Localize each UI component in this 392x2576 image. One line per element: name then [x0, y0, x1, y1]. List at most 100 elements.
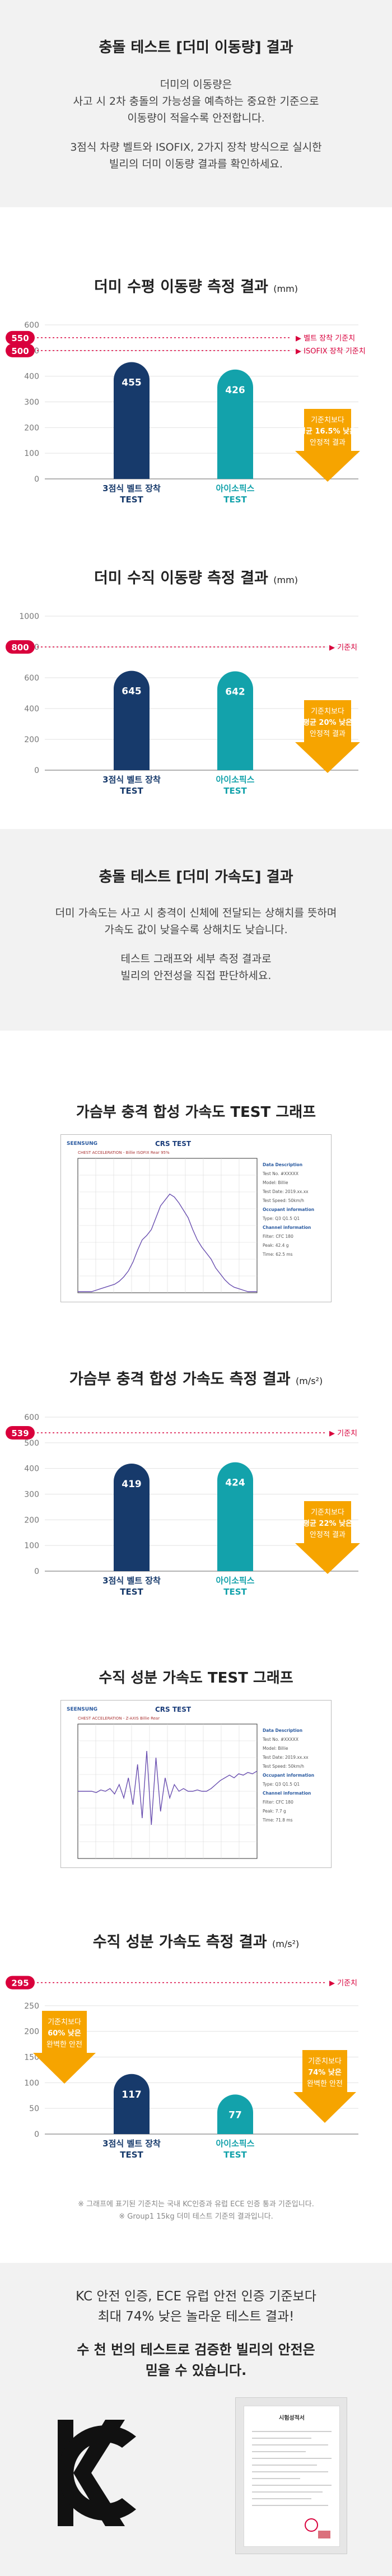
category-label: 아이소픽스	[216, 775, 254, 785]
graph-sidebar-text: Occupant information	[263, 1773, 314, 1778]
y-tick-label: 400	[24, 372, 39, 381]
graph-sidebar-text: Test Speed: 50km/h	[262, 1198, 304, 1203]
category-label: TEST	[223, 786, 247, 796]
y-tick-label: 200	[24, 735, 39, 744]
chart-title-text: 더미 수직 이동량 측정 결과	[94, 570, 268, 587]
callout-arrow	[33, 2011, 96, 2084]
test-graph-chest: SEENSUNG CRS TEST CHEST ACCELERATION - Bil…	[60, 1134, 332, 1302]
y-tick-label: 600	[24, 321, 39, 330]
intro-line: 더미의 이동량은	[160, 78, 232, 91]
reference-label: ▶ 기준치	[329, 1979, 357, 1988]
kc-logo-icon	[58, 2420, 136, 2526]
bar	[217, 1462, 253, 1571]
graph-sidebar-text: Channel information	[263, 1225, 311, 1230]
graph-sidebar-text: Test No. #XXXXX	[262, 1737, 298, 1742]
y-tick-label: 100	[24, 1541, 39, 1550]
y-tick-label: 0	[34, 766, 39, 775]
graph-sidebar-text: Type: Q3 Q1.5 Q1	[262, 1782, 300, 1787]
reference-value-pill	[6, 640, 35, 654]
chart-unit: (mm)	[273, 575, 298, 585]
graph-sidebar-text: Test Speed: 50km/h	[262, 1764, 304, 1769]
y-tick-label: 1000	[19, 612, 39, 621]
graph-sidebar-text: Test Date: 2019.xx.xx	[262, 1189, 309, 1194]
bar-value-label: 77	[228, 2109, 242, 2121]
bar	[217, 369, 253, 479]
category-label: TEST	[120, 1587, 143, 1597]
chart-unit: (m/s²)	[272, 1939, 300, 1949]
callout-text: 완벽한 안전	[307, 2080, 343, 2088]
y-tick-label: 400	[24, 1465, 39, 1474]
footnote: ※ Group1 15kg 더미 테스트 기준의 결과입니다.	[119, 2212, 273, 2221]
kc-text-line2: 최대 74% 낮은 놀라운 테스트 결과!	[97, 2309, 295, 2324]
bar	[217, 2094, 253, 2134]
bar-value-label: 419	[122, 1479, 142, 1490]
callout-text: 기준치보다	[48, 2018, 81, 2027]
y-tick-label: 600	[24, 1413, 39, 1422]
intro-text-displacement: 더미의 이동량은 사고 시 2차 충돌의 가능성을 예측하는 중요한 기준으로 …	[0, 76, 392, 173]
y-tick-label: 0	[34, 2130, 39, 2139]
callout-text: 기준치보다	[311, 1508, 344, 1517]
section-title-displacement: 충돌 테스트 [더미 이동량] 결과	[99, 39, 293, 56]
y-tick-label: 150	[24, 2053, 39, 2062]
y-tick-label: 0	[34, 1567, 39, 1576]
chart-title-text: 수직 성분 가속도 측정 결과	[92, 1934, 267, 1951]
y-tick-label: 300	[24, 398, 39, 407]
category-label: 3점식 벨트 장착	[102, 2139, 161, 2149]
category-label: TEST	[120, 2150, 143, 2160]
bar	[114, 670, 150, 770]
graph-sidebar-text: Peak: 7.7 g	[263, 1809, 286, 1814]
graph-sidebar-text: Data Description	[263, 1162, 302, 1167]
y-tick-label: 200	[24, 2028, 39, 2037]
category-label: 아이소픽스	[216, 483, 254, 493]
y-tick-label: 200	[24, 1516, 39, 1525]
y-tick-label: 500	[24, 1439, 39, 1448]
reference-value: 800	[11, 642, 29, 653]
intro-line: 사고 시 2차 충돌의 가능성을 예측하는 중요한 기준으로	[73, 95, 319, 108]
graph-sidebar-text: Model: Billie	[263, 1746, 288, 1751]
graph-sidebar-text: Data Description	[263, 1728, 302, 1733]
chart-title-vertical: 더미 수직 이동량 측정 결과 (mm)	[0, 566, 392, 588]
graph-subheading: CHEST ACCELERATION - Z-AXIS Billie Rear	[78, 1716, 160, 1721]
certificate-document: 시험성적서	[244, 2406, 340, 2547]
chart-title-text: 가슴부 충격 합성 가속도 측정 결과	[69, 1371, 291, 1388]
test-graph-vertical-plot: SEENSUNG CRS TEST CHEST ACCELERATION - Z-A…	[61, 1701, 331, 1867]
bar-value-label: 642	[225, 686, 245, 697]
test-graph-title-chest: 가슴부 충격 합성 가속도 TEST 그래프	[76, 1104, 316, 1121]
chart-title-horizontal: 더미 수평 이동량 측정 결과 (mm)	[0, 274, 392, 296]
graph-sidebar-text: Channel information	[263, 1791, 311, 1796]
graph-sidebar-text: Peak: 42.4 g	[263, 1243, 289, 1248]
y-tick-label: 400	[24, 705, 39, 714]
footnotes: ※ 그래프에 표기된 기준치는 국내 KC인증과 유럽 ECE 인증 통과 기준…	[0, 2198, 392, 2223]
bar-value-label: 645	[122, 686, 142, 697]
callout-text: 평균 22% 낮은	[303, 1519, 352, 1528]
graph-brand: SEENSUNG	[67, 1141, 97, 1147]
spacer	[0, 938, 392, 951]
graph-sidebar-text: Occupant information	[263, 1207, 314, 1212]
category-label: TEST	[223, 495, 247, 505]
bar	[114, 1463, 150, 1571]
test-graph-title-vertical: 수직 성분 가속도 TEST 그래프	[99, 1670, 293, 1687]
category-label: 아이소픽스	[216, 2139, 254, 2149]
y-tick-label: 600	[24, 674, 39, 683]
intro-line: 더미 가속도는 사고 시 충격이 신체에 전달되는 상해치를 뜻하며	[55, 907, 337, 919]
category-label: 3점식 벨트 장착	[102, 1576, 161, 1586]
category-label: 3점식 벨트 장착	[102, 775, 161, 785]
y-tick-label: 50	[29, 2104, 39, 2113]
reference-value: 500	[11, 346, 29, 356]
callout-text: 기준치보다	[308, 2057, 342, 2066]
spacer	[0, 127, 392, 139]
bar	[114, 2074, 150, 2134]
intro-band-acceleration	[0, 829, 392, 1031]
y-tick-label: 100	[24, 2079, 39, 2088]
reference-value: 539	[11, 1428, 29, 1438]
intro-line: 가속도 값이 낮을수록 상해치도 낮습니다.	[104, 924, 288, 936]
graph-sidebar-text: Filter: CFC 180	[263, 1234, 293, 1239]
y-tick-label: 0	[34, 475, 39, 484]
reference-label: ▶ ISOFIX 장착 기준치	[296, 347, 366, 356]
graph-heading: CRS TEST	[155, 1140, 192, 1148]
callout-text: 기준치보다	[311, 416, 344, 425]
reference-label: ▶ 벨트 장착 기준치	[296, 334, 355, 343]
bar-value-label: 117	[122, 2089, 142, 2100]
footnote: ※ 그래프에 표기된 기준치는 국내 KC인증과 유럽 ECE 인증 통과 기준…	[78, 2200, 314, 2209]
intro-line: 테스트 그래프와 세부 측정 결과로	[120, 953, 272, 965]
